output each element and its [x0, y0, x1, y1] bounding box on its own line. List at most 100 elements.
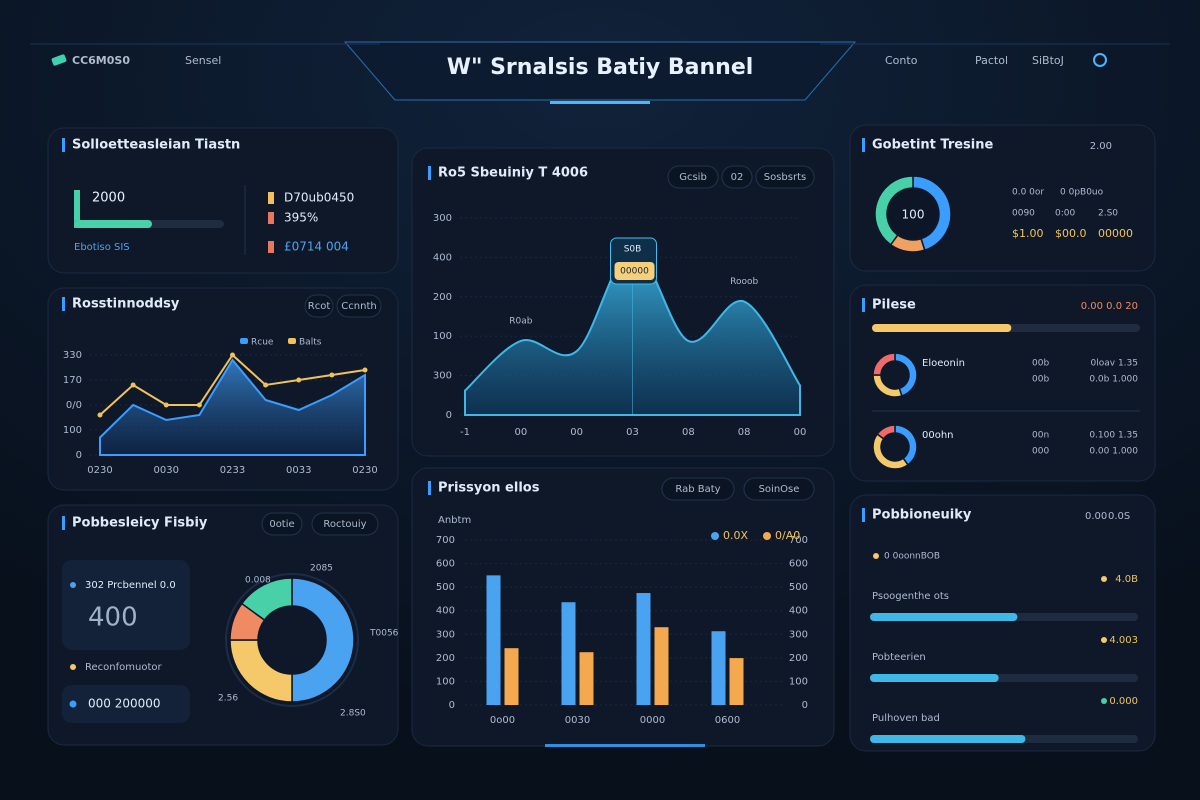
- y-tick-label: 170: [63, 375, 82, 386]
- x-tick-label: 0o00: [490, 715, 515, 726]
- kpi-item: £0714 004: [284, 240, 349, 254]
- stat: 2.S0: [1098, 209, 1118, 219]
- nav-link[interactable]: Sensel: [185, 54, 221, 67]
- control[interactable]: [743, 477, 815, 501]
- legend-swatch: [288, 338, 296, 344]
- donut-label: 0.008: [245, 576, 271, 586]
- point: [196, 402, 202, 408]
- nav-link[interactable]: Pactol: [975, 54, 1008, 67]
- legend-dot: [873, 553, 879, 559]
- item-label: Reconfomuotor: [85, 662, 162, 673]
- stat: 0:00: [1055, 209, 1075, 219]
- stat: 0090: [1012, 209, 1035, 219]
- bar: [711, 631, 726, 705]
- control-label: SoinOse: [759, 484, 800, 495]
- control-label: Roctouiy: [323, 519, 366, 530]
- donut-slice: [872, 352, 896, 376]
- y2-tick-label: 700: [789, 535, 808, 546]
- point: [362, 367, 368, 373]
- control[interactable]: [667, 165, 719, 189]
- stat: 0.00 1.000: [1089, 447, 1138, 457]
- dot: [70, 582, 76, 588]
- stat: 00b: [1032, 375, 1049, 385]
- x-tick-label: 0030: [154, 465, 179, 476]
- progress-bar: [872, 324, 1012, 332]
- x-tick-label: -1: [460, 427, 470, 438]
- control[interactable]: [261, 512, 303, 536]
- control[interactable]: [311, 512, 379, 536]
- title-accent: [62, 138, 65, 152]
- control-label: 0.00: [1085, 511, 1107, 522]
- progress-bar: [74, 220, 152, 228]
- stat: 0.100 1.35: [1089, 431, 1138, 441]
- control-label: Rab Baty: [675, 484, 720, 495]
- stat: 0.00 0.0 20: [1081, 301, 1138, 312]
- point: [97, 412, 103, 418]
- control[interactable]: [661, 477, 735, 501]
- stat: 0.0b 1.000: [1089, 375, 1138, 385]
- point: [296, 377, 302, 383]
- title-accent: [62, 516, 65, 530]
- control-label: Ccnnth: [341, 301, 376, 312]
- x-tick-label: 0600: [715, 715, 740, 726]
- bar: [504, 648, 519, 705]
- user-icon[interactable]: [1093, 53, 1107, 67]
- bar-label: Pulhoven bad: [872, 713, 940, 724]
- point: [130, 382, 136, 388]
- bar: [729, 658, 744, 705]
- panel: [411, 467, 835, 747]
- stat: 00000: [1098, 227, 1133, 240]
- area: [99, 358, 366, 456]
- nav-link[interactable]: SiBtoJ: [1032, 54, 1064, 67]
- control[interactable]: [755, 165, 815, 189]
- control[interactable]: [336, 294, 382, 318]
- nav-link[interactable]: Conto: [885, 54, 918, 67]
- glow: [545, 744, 705, 747]
- x-tick-label: 08: [738, 427, 751, 438]
- stat: 0loav 1.35: [1091, 359, 1138, 369]
- progress-bar: [870, 674, 999, 682]
- title-accent: [428, 166, 431, 180]
- control-label: Sosbsrts: [764, 172, 806, 183]
- legend-dot: [711, 532, 719, 540]
- donut-ring: [225, 573, 359, 707]
- legend-label: Rcue: [251, 338, 274, 348]
- y-tick-label: 100: [436, 676, 455, 687]
- legend-label: Balts: [299, 338, 322, 348]
- donut-slice: [876, 424, 896, 440]
- title-accent: [862, 138, 865, 152]
- logo-icon: [51, 54, 67, 66]
- bar: [561, 602, 576, 705]
- y-tick-label: 0: [76, 450, 82, 461]
- panel-title: Prissyon ellos: [438, 481, 540, 496]
- control-label: Rcot: [308, 301, 331, 312]
- donut-slice: [874, 175, 914, 246]
- control[interactable]: [304, 294, 334, 318]
- title-accent: [862, 508, 865, 522]
- y-tick-label: 500: [436, 582, 455, 593]
- bar: [579, 652, 594, 705]
- y-tick-label: 200: [433, 292, 452, 303]
- donut-center: [889, 190, 937, 238]
- stat: $1.00: [1012, 227, 1044, 240]
- panel: [849, 284, 1156, 482]
- stat: 4.0B: [1115, 574, 1138, 585]
- panel: [47, 127, 399, 274]
- header-frame: [343, 41, 857, 101]
- panel-title: Pobbioneuiky: [872, 508, 972, 523]
- item-label: 000 200000: [88, 697, 161, 711]
- kpi-bracket: [74, 190, 80, 228]
- point: [329, 372, 335, 378]
- stat: 0 0pB0uo: [1060, 188, 1104, 198]
- x-tick-label: 0230: [352, 465, 377, 476]
- y-tick-label: 0: [446, 410, 452, 421]
- kpi-value: 2000: [92, 191, 125, 206]
- x-tick-label: 00: [514, 427, 527, 438]
- x-tick-label: 08: [682, 427, 695, 438]
- control[interactable]: [721, 165, 753, 189]
- y-tick-label: 100: [63, 425, 82, 436]
- x-tick-label: 00: [794, 427, 807, 438]
- dot: [1101, 698, 1107, 704]
- panel-title: Solloetteasleian Tiastn: [72, 138, 240, 153]
